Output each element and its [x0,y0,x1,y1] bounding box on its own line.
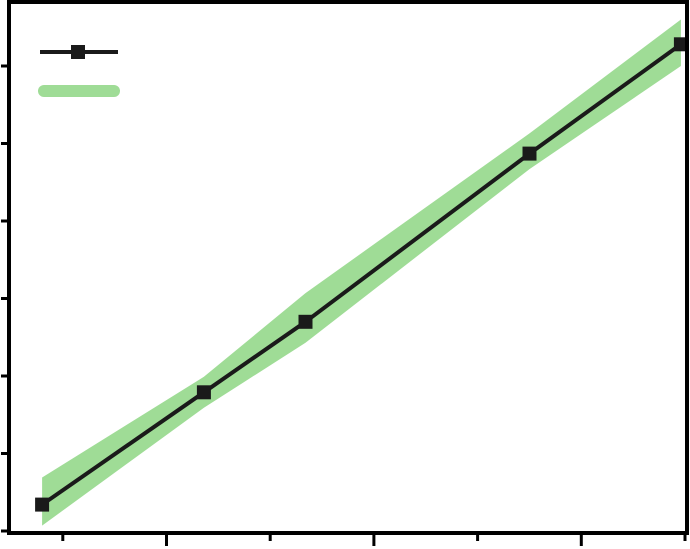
plot-frame [7,0,689,535]
data-point-marker [298,314,313,329]
data-point-marker [35,497,50,512]
confidence-band [42,19,681,526]
series-marker-layer [35,37,688,512]
y-axis-ticks [1,64,9,533]
x-axis-ticks [61,533,687,546]
legend-marker-sample [71,45,85,59]
data-point-marker [673,37,688,52]
confidence-band-layer [42,19,681,526]
data-point-marker [522,146,537,161]
legend [38,45,120,97]
data-point-marker [196,385,211,400]
